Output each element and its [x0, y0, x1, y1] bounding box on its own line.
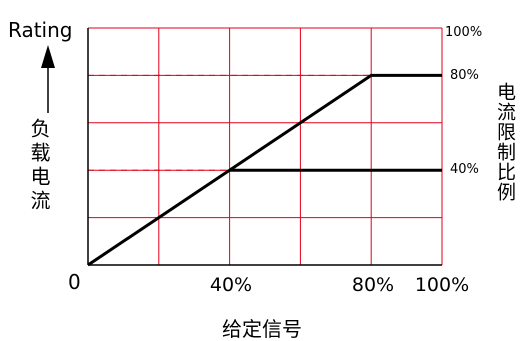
x-axis-label: 给定信号 [222, 317, 302, 341]
origin-label: 0 [68, 270, 81, 294]
y-label-top: Rating [8, 18, 72, 42]
axes [41, 28, 442, 266]
arrow-up-icon [41, 45, 55, 68]
right-tick-label: 40% [450, 162, 479, 177]
x-tick-label: 80% [352, 274, 394, 296]
right-axis-label: 电流限制比例 [494, 82, 516, 202]
y-axis-label: 负载电流 [27, 118, 51, 214]
x-tick-label: 40% [210, 274, 252, 296]
right-tick-label: 80% [450, 68, 479, 83]
right-tick-label: 100% [445, 25, 482, 40]
series-line [87, 73, 442, 267]
labels: Rating 0 40% 80% 100% 给定信号 100% 80% 40% [8, 18, 482, 341]
series [87, 73, 442, 267]
x-tick-label: 100% [415, 274, 469, 296]
